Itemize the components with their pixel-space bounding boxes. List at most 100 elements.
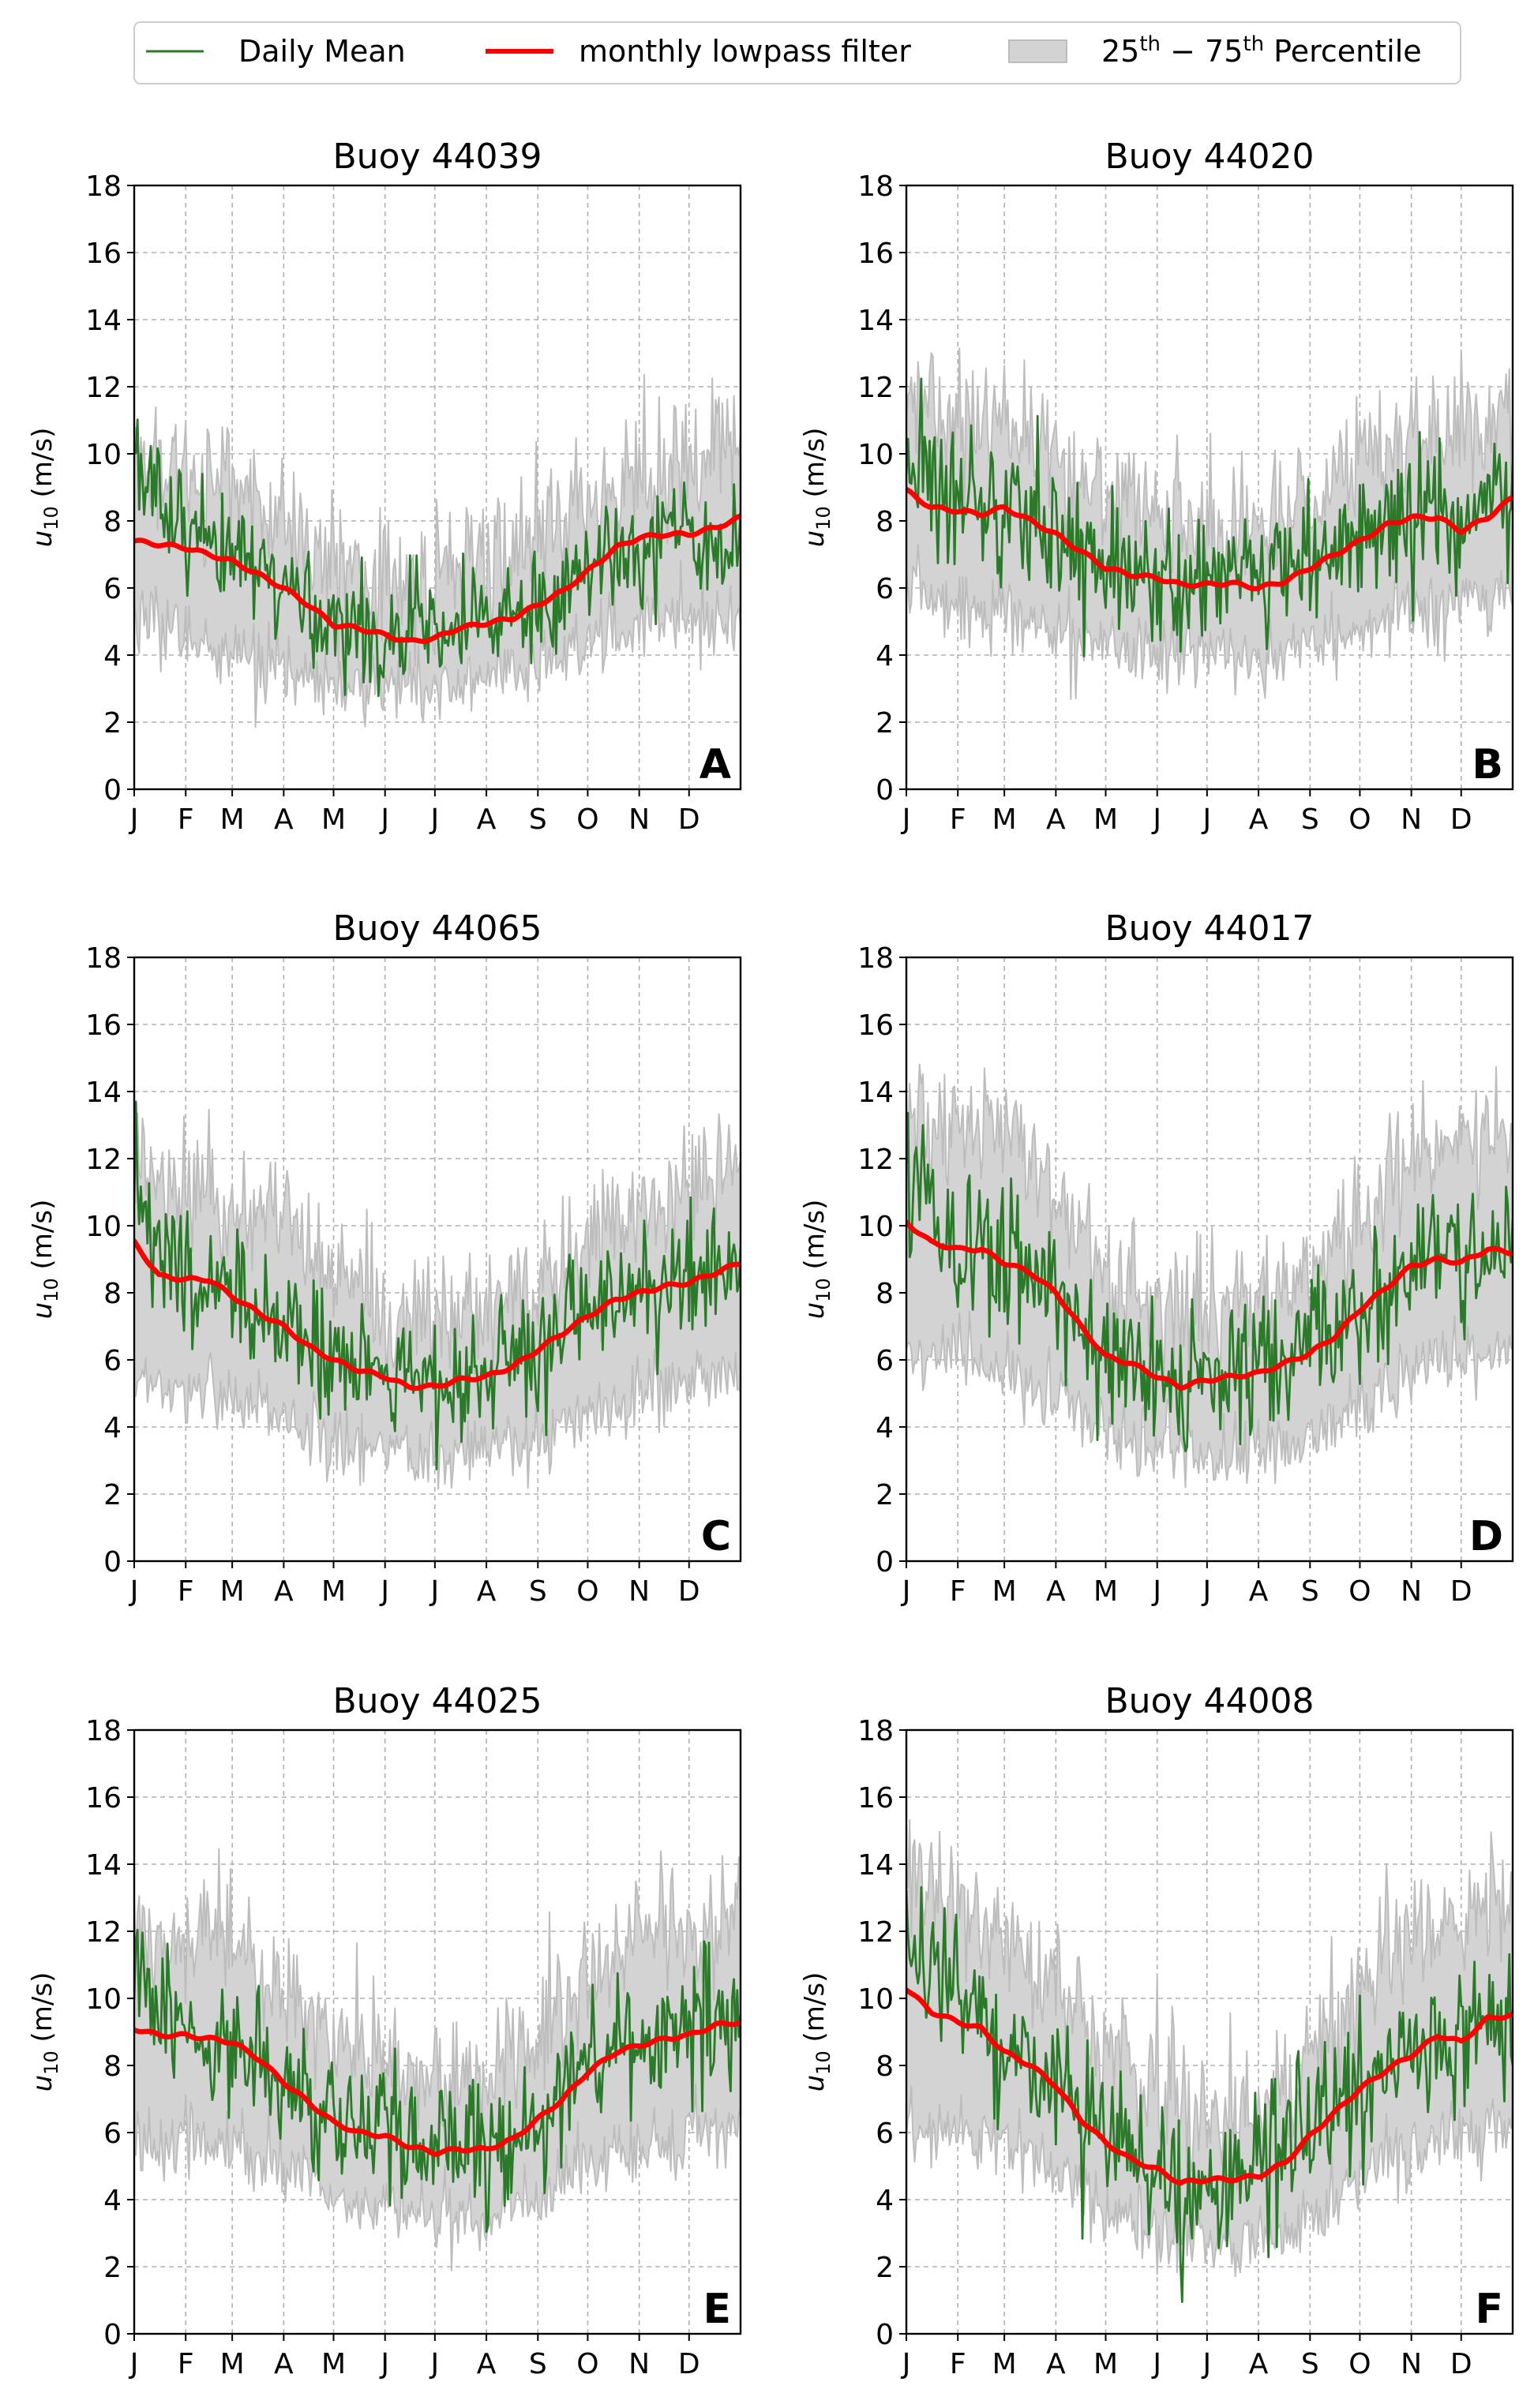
percentile-band: [134, 1848, 741, 2271]
y-tick-label: 6: [103, 573, 122, 605]
percentile-band: [134, 373, 741, 728]
y-tick-label: 4: [876, 2185, 894, 2217]
y-tick-label: 14: [857, 305, 894, 337]
y-tick-label: 8: [876, 506, 894, 538]
y-tick-label: 18: [85, 942, 122, 975]
x-tick-label: J: [901, 2348, 911, 2380]
lowpass-line: [906, 1987, 1513, 2186]
x-tick-label: M: [992, 803, 1017, 836]
x-tick-label: J: [129, 2348, 139, 2380]
x-tick-label: O: [576, 803, 598, 836]
percentile-band: [906, 1819, 1513, 2278]
x-tick-label: F: [178, 2348, 194, 2380]
x-tick-label: A: [1046, 1575, 1066, 1608]
axes-frame: [133, 956, 742, 1563]
x-tick-label: M: [992, 1575, 1017, 1608]
axes-frame: [905, 1728, 1514, 2335]
daily-mean-line: [906, 1886, 1513, 2303]
x-tick-label: M: [992, 2348, 1017, 2380]
y-axis-label: u10 (m/s): [27, 428, 62, 548]
panel-title: Buoy 44065: [333, 908, 542, 949]
lowpass-line: [134, 513, 741, 644]
axes-frame: [133, 184, 742, 791]
x-tick-label: S: [1301, 803, 1319, 836]
x-tick-label: M: [321, 1575, 346, 1608]
y-tick-label: 14: [85, 1077, 122, 1109]
panel-title: Buoy 44025: [333, 1681, 542, 1721]
panel-letter: B: [1472, 741, 1503, 788]
y-tick-label: 12: [85, 372, 122, 404]
y-tick-label: 2: [876, 707, 894, 740]
legend-frame: [133, 21, 1461, 84]
y-tick-label: 4: [103, 2185, 122, 2217]
x-tick-label: J: [379, 2348, 389, 2380]
y-tick-label: 12: [857, 372, 894, 404]
x-tick-label: D: [678, 1575, 700, 1608]
x-tick-label: D: [1450, 1575, 1472, 1608]
panel-title: Buoy 44039: [333, 137, 542, 177]
x-tick-label: N: [628, 803, 650, 836]
y-tick-label: 4: [103, 1412, 122, 1444]
y-axis-label: u10 (m/s): [799, 1972, 835, 2092]
x-tick-label: J: [1151, 2348, 1161, 2380]
x-tick-label: A: [477, 1575, 497, 1608]
x-tick-label: A: [1249, 803, 1269, 836]
x-tick-label: F: [950, 1575, 966, 1608]
panel-letter: C: [701, 1513, 731, 1560]
axes-frame: [133, 1728, 742, 2335]
y-tick-label: 10: [857, 1983, 894, 2016]
y-tick-label: 18: [85, 1715, 122, 1747]
y-tick-label: 2: [103, 1479, 122, 1511]
x-tick-label: S: [529, 1575, 547, 1608]
y-tick-label: 8: [876, 2050, 894, 2083]
x-tick-label: J: [379, 803, 389, 836]
x-tick-label: M: [321, 803, 346, 836]
lowpass-line: [134, 2019, 741, 2157]
x-tick-label: O: [1348, 1575, 1371, 1608]
x-tick-label: N: [628, 1575, 650, 1608]
y-axis-label: u10 (m/s): [799, 1200, 835, 1320]
y-tick-label: 8: [103, 2050, 122, 2083]
y-tick-label: 12: [857, 1916, 894, 1949]
x-tick-label: M: [220, 1575, 245, 1608]
x-tick-label: N: [628, 2348, 650, 2380]
x-tick-label: O: [576, 2348, 598, 2380]
panel-letter: F: [1475, 2286, 1503, 2333]
y-tick-label: 10: [85, 439, 122, 471]
x-tick-label: O: [1348, 803, 1371, 836]
y-tick-label: 12: [85, 1916, 122, 1949]
y-tick-label: 16: [857, 1782, 894, 1814]
y-tick-label: 6: [876, 2118, 894, 2150]
x-tick-label: O: [1348, 2348, 1371, 2380]
y-tick-label: 14: [857, 1849, 894, 1882]
x-tick-label: F: [950, 2348, 966, 2380]
x-tick-label: A: [1046, 2348, 1066, 2380]
panel-letter: A: [699, 741, 731, 788]
legend-lowpass-label: monthly lowpass filter: [579, 34, 911, 69]
x-tick-label: A: [1249, 2348, 1269, 2380]
x-tick-label: A: [274, 803, 294, 836]
percentile-band: [906, 1063, 1513, 1489]
y-tick-label: 10: [857, 439, 894, 471]
daily-mean-line: [134, 1100, 741, 1470]
legend-percentile-swatch: [1008, 39, 1067, 63]
x-tick-label: M: [220, 803, 245, 836]
y-tick-label: 0: [876, 1546, 894, 1578]
x-tick-label: M: [1093, 1575, 1118, 1608]
x-tick-label: J: [379, 1575, 389, 1608]
x-tick-label: S: [1301, 1575, 1319, 1608]
y-tick-label: 10: [85, 1983, 122, 2016]
y-tick-label: 16: [857, 1009, 894, 1042]
percentile-band: [906, 347, 1513, 700]
x-tick-label: A: [1249, 1575, 1269, 1608]
legend: Daily Mean monthly lowpass filter 25th −…: [133, 21, 1461, 84]
y-tick-label: 2: [103, 2252, 122, 2284]
panel-letter: D: [1469, 1513, 1503, 1560]
x-tick-label: J: [901, 1575, 911, 1608]
y-tick-label: 2: [876, 2252, 894, 2284]
